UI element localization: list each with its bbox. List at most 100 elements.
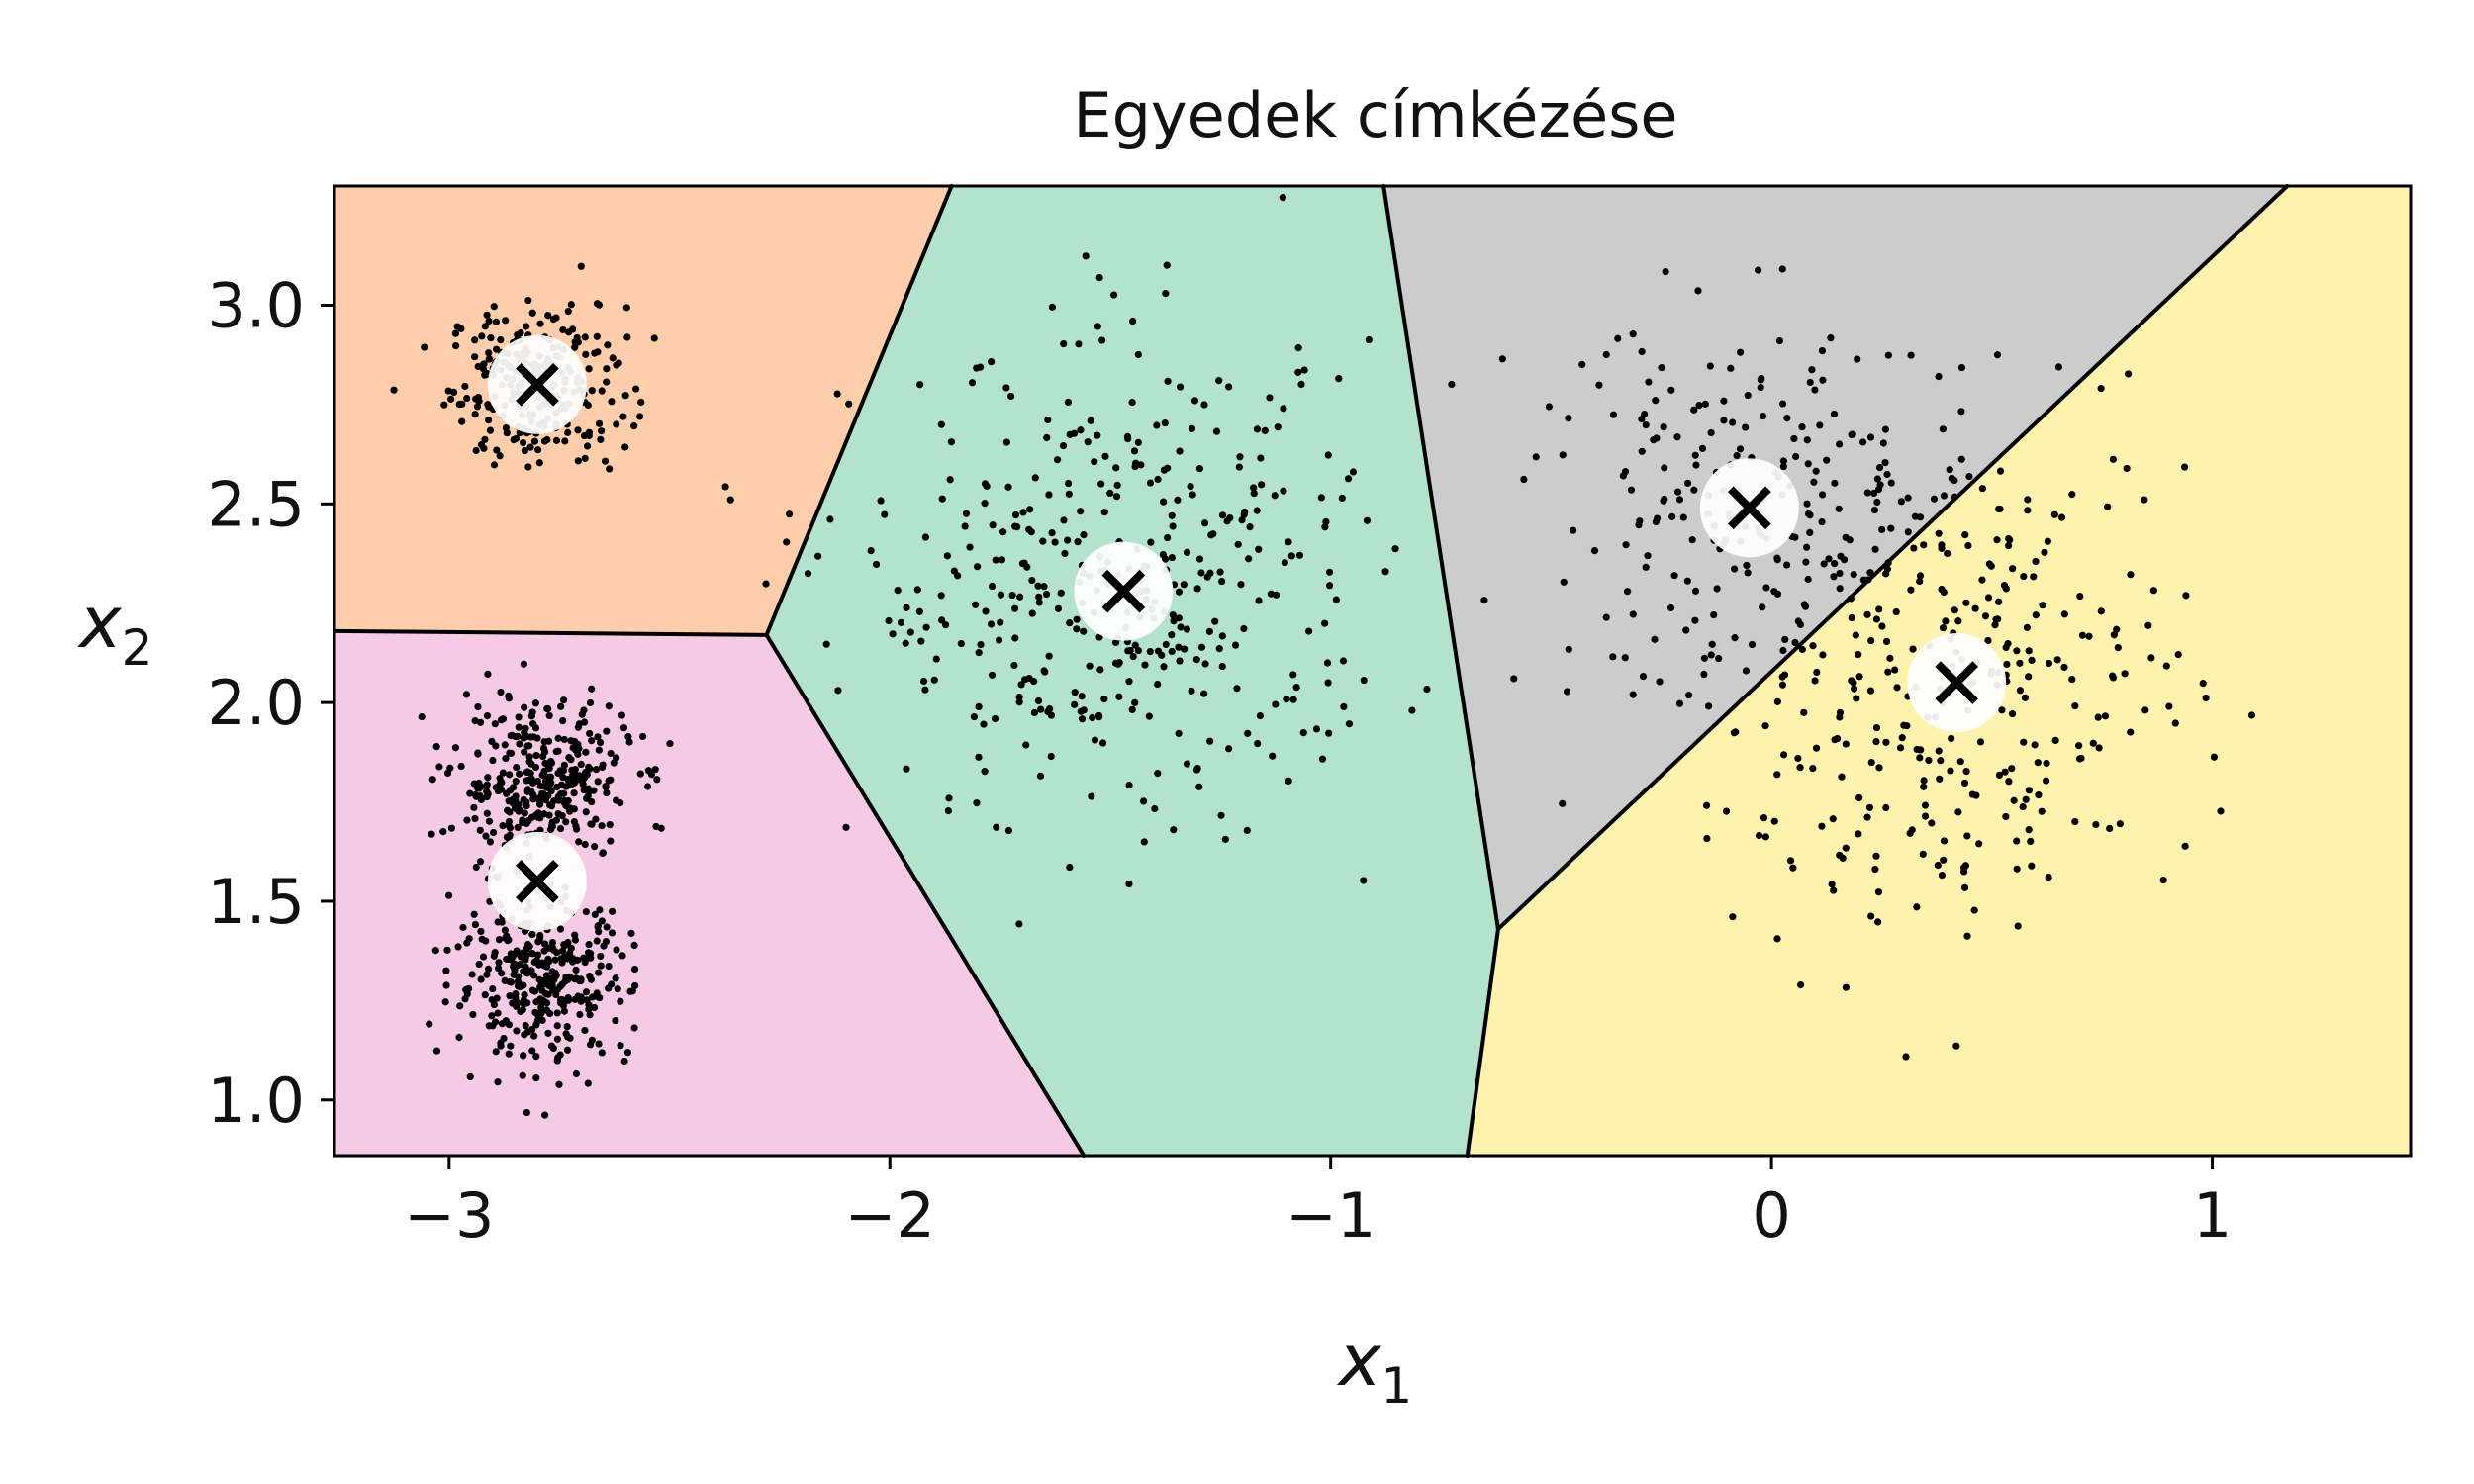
scatter-point [601,457,610,465]
scatter-point [834,687,842,695]
scatter-point [1635,521,1643,529]
scatter-point [440,401,448,409]
scatter-point [1710,610,1718,619]
scatter-point [1954,617,1962,625]
scatter-point [1164,377,1172,385]
scatter-point [1480,597,1488,604]
scatter-point [491,1018,500,1026]
scatter-point [1112,464,1120,472]
scatter-point [1825,555,1833,563]
scatter-point [605,984,613,992]
scatter-point [1794,754,1802,763]
scatter-point [1269,752,1277,760]
scatter-point [1047,752,1055,761]
scatter-point [1084,438,1092,446]
scatter-point [1993,536,2001,544]
scatter-point [1063,536,1072,544]
scatter-point [2147,654,2155,662]
scatter-point [560,941,568,949]
scatter-point [548,938,557,947]
scatter-point [650,334,658,342]
scatter-point [1161,418,1169,427]
scatter-point [428,830,435,838]
scatter-point [2022,795,2030,803]
scatter-point [1960,779,1969,788]
scatter-point [804,570,812,578]
scatter-point [1211,617,1219,625]
scatter-point [1998,706,2006,714]
scatter-point [567,944,575,952]
scatter-point [1349,468,1358,476]
scatter-point [1176,447,1184,455]
scatter-point [472,863,480,872]
scatter-point [560,735,568,744]
scatter-point [1773,771,1781,779]
scatter-point [2008,710,2017,718]
scatter-point [1215,377,1223,385]
scatter-point [496,775,504,783]
scatter-point [1775,336,1784,345]
scatter-point [1217,811,1225,819]
scatter-point [1176,657,1184,665]
scatter-point [1565,415,1572,422]
scatter-point [2032,611,2040,619]
scatter-point [485,355,494,363]
scatter-point [1266,394,1274,402]
scatter-point [609,354,617,362]
scatter-point [1035,599,1043,606]
scatter-point [1299,729,1307,737]
scatter-point [1241,508,1249,516]
scatter-point [947,438,955,446]
centroid-cross [516,362,559,407]
scatter-point [1193,764,1201,773]
scatter-point [517,806,524,815]
scatter-point [1866,569,1874,577]
scatter-point [567,301,575,309]
scatter-point [532,1073,540,1082]
chart-title: Egyedek címkézése [1073,79,1677,151]
scatter-point [975,702,983,711]
scatter-point [581,454,589,462]
scatter-point [1244,729,1252,737]
scatter-point [1834,734,1842,743]
scatter-point [1060,339,1068,348]
scatter-point [470,910,478,918]
scatter-point [2180,463,2189,471]
scatter-point [1129,652,1137,661]
scatter-point [1159,498,1168,506]
scatter-point [1381,568,1389,576]
scatter-point [989,521,997,529]
scatter-point [1813,668,1821,677]
scatter-point [1762,584,1770,592]
blob-6 [1559,351,2256,1061]
scatter-point [520,734,527,742]
scatter-point [1195,783,1203,790]
scatter-point [1668,512,1676,520]
scatter-point [532,751,540,760]
scatter-point [1878,525,1886,534]
scatter-point [1200,690,1208,697]
scatter-point [490,461,499,469]
scatter-point [2053,656,2061,664]
scatter-point [522,1021,529,1030]
scatter-point [988,582,997,591]
scatter-point [603,788,611,797]
scatter-point [1162,640,1170,649]
scatter-point [520,660,527,668]
scatter-point [1838,773,1846,781]
scatter-point [435,763,443,771]
region-3 [766,186,1498,1156]
scatter-point [2199,680,2207,688]
scatter-point [478,332,486,340]
scatter-point [623,333,631,341]
scatter-point [544,312,552,320]
scatter-point [527,788,535,795]
scatter-point [608,398,616,406]
scatter-point [523,801,530,810]
scatter-point [521,446,528,455]
scatter-point [1872,723,1881,732]
scatter-point [916,381,924,389]
scatter-point [1066,619,1074,627]
scatter-point [1691,616,1699,624]
scatter-point [666,740,674,748]
